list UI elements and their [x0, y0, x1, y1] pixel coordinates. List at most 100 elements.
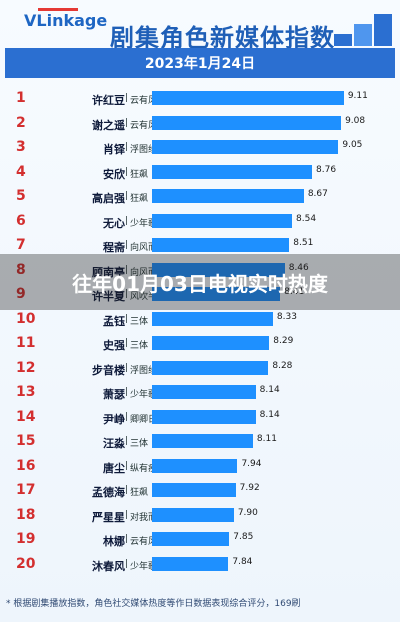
role-separator: | — [125, 142, 129, 152]
series-name: 狂飙 — [130, 169, 149, 180]
bar — [152, 532, 230, 546]
overlay-band — [0, 254, 400, 310]
role-separator: | — [125, 387, 129, 397]
character-name: 高启强 — [92, 192, 125, 205]
value-label: 8.14 — [259, 409, 280, 420]
role-separator: | — [125, 289, 129, 299]
series-name: 狂飙 — [130, 194, 149, 204]
series-name: 浮图缘 — [130, 145, 158, 155]
date-label: 2023年1月24日 — [144, 56, 256, 72]
bar — [152, 385, 256, 399]
rank-label: 10 — [16, 310, 36, 327]
bar — [152, 238, 290, 252]
bar — [152, 140, 339, 154]
series-name: 三体 — [130, 316, 149, 327]
value-label: 8.11 — [256, 434, 277, 444]
character-name: 程斋 — [103, 241, 125, 254]
character-name: 无心 — [103, 216, 125, 230]
bar — [152, 164, 312, 179]
character-name: 汪淼 — [103, 437, 125, 450]
bar — [152, 336, 270, 350]
value-label: 8.54 — [296, 213, 317, 224]
value-label: 9.11 — [347, 91, 368, 101]
character-name: 许半夏 — [92, 290, 125, 303]
character-name: 步音楼 — [92, 363, 125, 377]
rank-label: 5 — [16, 188, 26, 204]
bar — [152, 556, 229, 571]
value-label: 7.84 — [232, 556, 253, 567]
rank-label: 11 — [16, 335, 36, 351]
character-name: 孟德海 — [92, 486, 125, 499]
rank-label: 2 — [16, 114, 26, 131]
character-name: 安欣 — [103, 167, 125, 181]
rank-label: 12 — [16, 359, 36, 376]
series-name: 浮图缘 — [130, 365, 158, 376]
chart-area: 1许红豆|云有风的地方9.112谢之遥|云有风的地方9.083肖铎|浮图缘9.0… — [0, 84, 400, 594]
rank-label: 13 — [16, 384, 36, 400]
series-name: 卿卿日常 — [130, 414, 167, 425]
character-name: 严星星 — [92, 510, 125, 524]
rank-label: 20 — [16, 555, 36, 572]
logo-text: VLinkage — [24, 11, 108, 30]
value-label: 7.85 — [233, 532, 254, 542]
character-name: 史强 — [103, 339, 125, 352]
value-label: 8.33 — [276, 311, 297, 322]
bar — [152, 483, 236, 497]
chart-title: 剧集角色新媒体指数 — [110, 24, 335, 52]
rank-label: 3 — [16, 139, 26, 155]
value-label: 9.08 — [345, 115, 366, 126]
value-label: 8.29 — [273, 336, 294, 346]
rank-label: 6 — [16, 212, 26, 229]
bar — [152, 91, 344, 105]
value-label: 7.90 — [237, 507, 258, 518]
bar — [152, 409, 256, 424]
role-separator: | — [125, 362, 129, 373]
rank-label: 18 — [16, 506, 36, 523]
series-name: 向风而行 — [130, 243, 167, 253]
header: VLinkage 剧集角色新媒体指数 2023年1月24日 — [0, 0, 400, 80]
value-label: 7.94 — [241, 458, 262, 469]
series-name: 狂飙 — [130, 488, 149, 498]
character-name: 沐春风 — [92, 559, 125, 573]
role-separator: | — [125, 558, 129, 569]
series-name: 三体 — [130, 341, 149, 351]
role-separator: | — [125, 313, 129, 324]
rank-label: 17 — [16, 482, 36, 498]
footnote: * 根据剧集播放指数，角色社交媒体热度等作日数据表现综合评分，169刷 — [6, 599, 301, 609]
value-label: 8.28 — [272, 360, 293, 371]
bar — [152, 189, 304, 203]
overlay-caption: 往年01月03日电视实时热度 — [72, 272, 328, 296]
rank-label: 15 — [16, 433, 36, 449]
role-separator: | — [125, 534, 129, 544]
rank-label: 4 — [16, 163, 26, 180]
value-label: 8.41 — [284, 287, 305, 297]
logo-dash — [38, 8, 78, 11]
role-separator: | — [125, 264, 129, 275]
series-name: 三体 — [130, 439, 149, 449]
series-name: 少年歌行 — [130, 561, 167, 572]
bar — [152, 287, 281, 301]
role-separator: | — [125, 338, 129, 348]
bar — [152, 311, 273, 326]
rank-label: 9 — [16, 286, 26, 302]
role-separator: | — [125, 166, 129, 177]
rank-label: 1 — [16, 90, 26, 106]
character-name: 萧瑟 — [103, 388, 125, 401]
bar — [152, 360, 269, 375]
role-separator: | — [125, 117, 129, 128]
series-name: 风吹半夏 — [130, 292, 167, 302]
role-separator: | — [125, 215, 129, 226]
value-label: 8.51 — [293, 238, 314, 248]
role-separator: | — [125, 509, 129, 520]
rank-logo-icon — [334, 6, 394, 46]
rank-label: 14 — [16, 408, 36, 425]
bar — [152, 434, 253, 448]
bar — [152, 262, 285, 277]
character-name: 孟钰 — [103, 314, 125, 328]
role-separator: | — [125, 411, 129, 422]
character-name: 尹峥 — [103, 412, 125, 426]
value-label: 8.76 — [316, 164, 337, 175]
bar — [152, 115, 342, 130]
rank-label: 19 — [16, 531, 36, 547]
role-separator: | — [125, 240, 129, 250]
